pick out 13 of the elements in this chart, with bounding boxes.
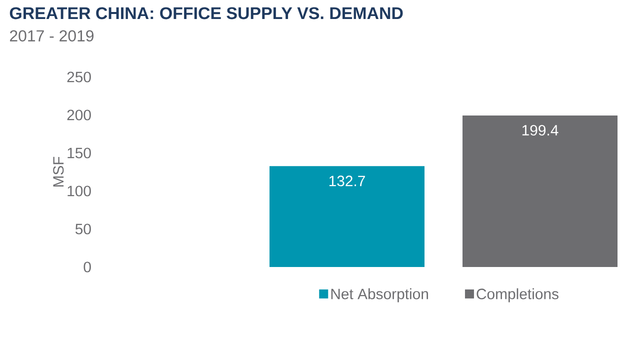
- y-tick-label: 100: [68, 186, 91, 196]
- y-tick-label: 0: [84, 262, 91, 272]
- data-label: 199.4: [522, 124, 558, 136]
- data-label: 132.7: [329, 176, 365, 186]
- legend-label: Net Absorption: [331, 288, 428, 302]
- y-tick-label: 250: [67, 72, 91, 82]
- chart-title: GREATER CHINA: OFFICE SUPPLY VS. DEMAND: [10, 7, 403, 20]
- text: 2017 - 2019: [10, 30, 94, 42]
- legend-label: Completions: [476, 288, 558, 302]
- y-tick-label: 150: [68, 148, 91, 158]
- y-axis-title: MSF: [53, 156, 64, 187]
- y-tick-label: 200: [67, 110, 91, 120]
- y-tick-label: 50: [75, 224, 91, 234]
